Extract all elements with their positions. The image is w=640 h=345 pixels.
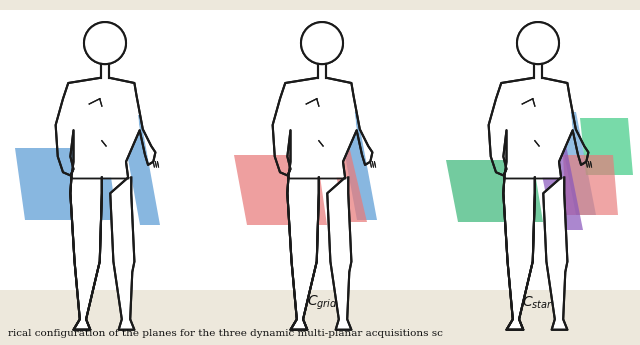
Polygon shape (234, 155, 327, 225)
Polygon shape (15, 148, 117, 220)
Circle shape (517, 22, 559, 64)
Polygon shape (510, 100, 536, 130)
Polygon shape (563, 155, 618, 215)
Polygon shape (120, 115, 160, 225)
Polygon shape (503, 177, 535, 330)
Circle shape (301, 22, 343, 64)
Text: rical configuration of the planes for the three dynamic multi-planar acquisition: rical configuration of the planes for th… (8, 328, 443, 337)
Polygon shape (68, 78, 140, 177)
Polygon shape (330, 150, 367, 222)
Polygon shape (446, 160, 543, 222)
Polygon shape (70, 177, 102, 330)
Polygon shape (287, 177, 319, 330)
Polygon shape (337, 112, 377, 220)
Polygon shape (285, 78, 356, 177)
Polygon shape (110, 177, 134, 330)
Polygon shape (327, 177, 351, 330)
Polygon shape (110, 177, 134, 330)
Polygon shape (556, 112, 596, 215)
Circle shape (84, 22, 126, 64)
Circle shape (301, 22, 343, 64)
Polygon shape (530, 115, 583, 230)
Circle shape (84, 22, 126, 64)
Polygon shape (68, 78, 140, 177)
Text: $C_{star}$: $C_{star}$ (522, 295, 554, 311)
Polygon shape (503, 177, 535, 330)
Polygon shape (501, 78, 573, 177)
Polygon shape (543, 177, 568, 330)
Polygon shape (70, 177, 102, 330)
Bar (0, 10, 640, 290)
Polygon shape (327, 177, 351, 330)
Polygon shape (520, 115, 540, 135)
Polygon shape (543, 177, 568, 330)
Circle shape (517, 22, 559, 64)
Text: $C_{grid}$: $C_{grid}$ (307, 294, 337, 312)
Polygon shape (501, 78, 573, 177)
Polygon shape (285, 78, 356, 177)
Polygon shape (287, 177, 319, 330)
Polygon shape (580, 118, 633, 175)
